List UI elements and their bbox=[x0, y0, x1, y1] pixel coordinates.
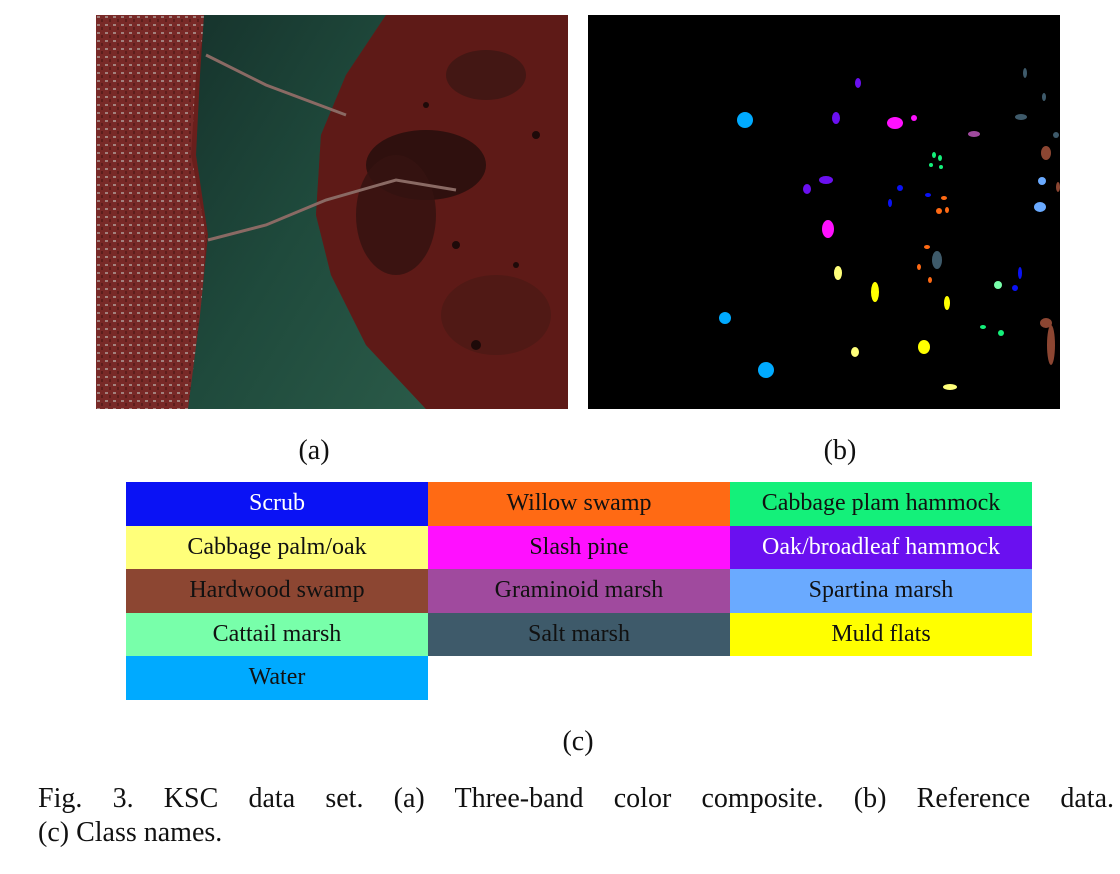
legend-item: Muld flats bbox=[730, 612, 1032, 656]
composite-image-graphic bbox=[96, 15, 568, 409]
legend-item: Scrub bbox=[126, 482, 428, 526]
caption-line-1: Fig. 3. KSC data set. (a) Three-band col… bbox=[38, 783, 1114, 814]
class-legend: Scrub Willow swamp Cabbage plam hammock Cab… bbox=[126, 482, 1032, 700]
color-composite-image bbox=[96, 15, 568, 409]
legend-item: Spartina marsh bbox=[730, 569, 1032, 613]
panel-a-label: (a) bbox=[298, 435, 330, 466]
legend-grid: Scrub Willow swamp Cabbage plam hammock Cab… bbox=[126, 482, 1032, 700]
reference-map-graphic bbox=[719, 68, 1060, 390]
caption-line-2: (c) Class names. bbox=[38, 817, 223, 848]
panel-c-label: (c) bbox=[562, 726, 594, 757]
legend-item: Willow swamp bbox=[428, 482, 730, 526]
legend-item: Hardwood swamp bbox=[126, 569, 428, 613]
legend-item: Cabbage plam hammock bbox=[730, 482, 1032, 526]
legend-item: Cabbage palm/oak bbox=[126, 525, 428, 569]
panel-b-label: (b) bbox=[823, 435, 857, 466]
legend-item: Graminoid marsh bbox=[428, 569, 730, 613]
legend-item: Oak/broadleaf hammock bbox=[730, 525, 1032, 569]
legend-item: Water bbox=[126, 656, 428, 700]
legend-item: Cattail marsh bbox=[126, 612, 428, 656]
legend-item: Salt marsh bbox=[428, 612, 730, 656]
reference-data-map bbox=[588, 15, 1060, 409]
legend-item: Slash pine bbox=[428, 525, 730, 569]
figure-caption: Fig. 3. KSC data set. (a) Three-band col… bbox=[38, 782, 1114, 850]
